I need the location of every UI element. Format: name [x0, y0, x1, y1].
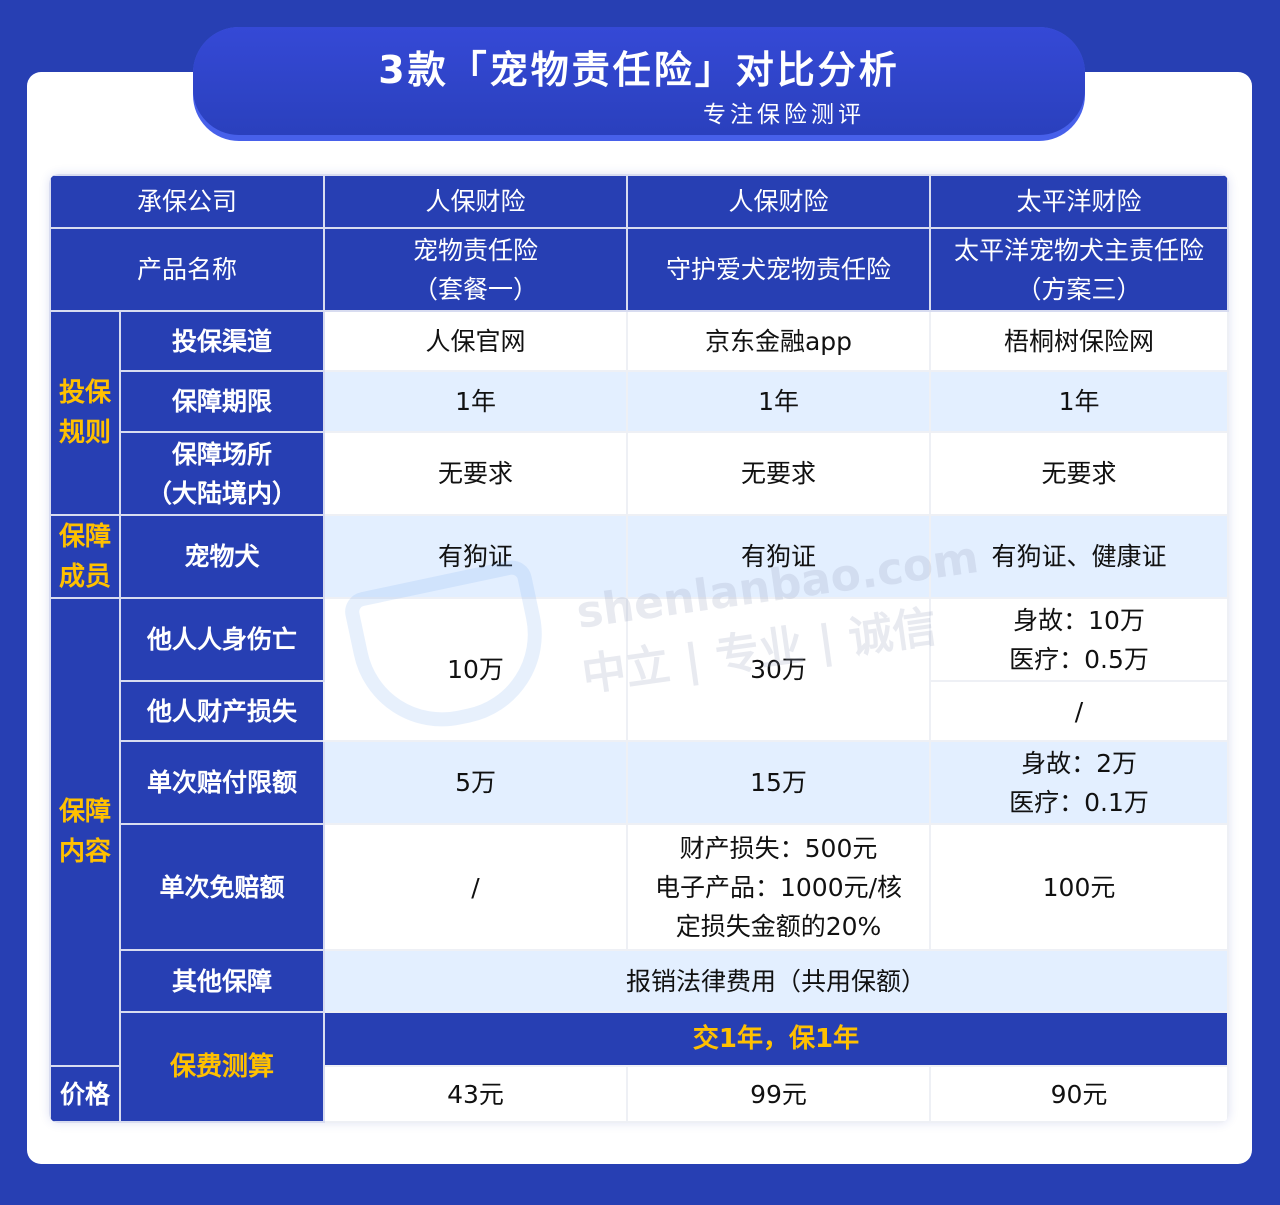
cell: /: [323, 823, 629, 951]
group-rules: 投保规则: [49, 310, 121, 516]
row-label: 单次免赔额: [118, 823, 326, 951]
cell: 30万: [626, 597, 932, 742]
company-label: 承保公司: [49, 174, 326, 229]
table-row: 保障成员 宠物犬 有狗证 有狗证 有狗证、健康证: [49, 514, 1230, 599]
cell: 90元: [929, 1065, 1230, 1123]
table-row: 保障场所 （大陆境内） 无要求 无要求 无要求: [50, 431, 1230, 516]
cell: 有狗证: [626, 514, 932, 599]
table-row: 他人财产损失 /: [50, 680, 1230, 742]
group-coverage: 保障内容: [49, 597, 121, 1067]
company-2: 人保财险: [626, 174, 932, 229]
comparison-table: 承保公司 人保财险 人保财险 太平洋财险 产品名称 宠物责任险 （套餐一） 守护爱…: [49, 174, 1230, 1123]
row-label: 投保渠道: [118, 310, 326, 372]
cell: 无要求: [929, 431, 1230, 516]
table-row: 保障期限 1年 1年 1年: [50, 370, 1230, 433]
cell: 15万: [626, 740, 932, 825]
cell: 1年: [626, 370, 932, 433]
cell: 京东金融app: [626, 310, 932, 372]
cell: 人保官网: [323, 310, 629, 372]
company-1: 人保财险: [323, 174, 629, 229]
cell: 无要求: [323, 431, 629, 516]
cell: 财产损失：500元 电子产品：1000元/核 定损失金额的20%: [626, 823, 932, 951]
cell: /: [929, 680, 1230, 742]
row-label: 他人财产损失: [118, 680, 326, 742]
cell: 43元: [323, 1065, 629, 1123]
cell: 99元: [626, 1065, 932, 1123]
group-members: 保障成员: [49, 514, 121, 599]
cell: 身故：2万 医疗：0.1万: [929, 740, 1230, 825]
product-1: 宠物责任险 （套餐一）: [323, 227, 629, 312]
row-label: 其他保障: [118, 949, 326, 1013]
cell: 报销法律费用（共用保额）: [323, 949, 1230, 1013]
fee-note: 交1年，保1年: [323, 1011, 1230, 1067]
table-row: 投保规则 投保渠道 人保官网 京东金融app 梧桐树保险网: [49, 310, 1230, 516]
row-label: 保障场所 （大陆境内）: [118, 431, 326, 516]
group-fee: 保费测算: [118, 1011, 326, 1123]
table-row: 承保公司 人保财险 人保财险 太平洋财险: [49, 174, 1230, 229]
cell: 10万: [323, 597, 629, 742]
table-row: 产品名称 宠物责任险 （套餐一） 守护爱犬宠物责任险 太平洋宠物犬主责任险 （方案三…: [49, 227, 1230, 312]
table-row: 单次免赔额 / 财产损失：500元 电子产品：1000元/核 定损失金额的20% 1…: [50, 823, 1230, 951]
company-3: 太平洋财险: [929, 174, 1230, 229]
cell: 无要求: [626, 431, 932, 516]
row-label: 他人人身伤亡: [118, 597, 326, 682]
table-row: 价格 43元 99元 90元: [49, 1065, 1230, 1123]
cell: 有狗证: [323, 514, 629, 599]
table-row: 其他保障 报销法律费用（共用保额）: [50, 949, 1230, 1013]
table-row: 保障内容 他人人身伤亡 10万 30万 身故：10万 医疗：0.5万: [49, 597, 1230, 1067]
table-row: 单次赔付限额 5万 15万 身故：2万 医疗：0.1万: [50, 740, 1230, 825]
row-label: 价格: [49, 1065, 121, 1123]
cell: 1年: [323, 370, 629, 433]
title-banner: 3款「宠物责任险」对比分析 专注保险测评: [193, 27, 1085, 141]
table-row: 保费测算 交1年，保1年: [50, 1011, 1230, 1123]
cell: 身故：10万 医疗：0.5万: [929, 597, 1230, 682]
product-2: 守护爱犬宠物责任险: [626, 227, 932, 312]
row-label: 单次赔付限额: [118, 740, 326, 825]
page-title: 3款「宠物责任险」对比分析: [378, 48, 900, 92]
page-subtitle: 专注保险测评: [703, 102, 865, 128]
cell: 梧桐树保险网: [929, 310, 1230, 372]
cell: 100元: [929, 823, 1230, 951]
cell: 有狗证、健康证: [929, 514, 1230, 599]
cell: 1年: [929, 370, 1230, 433]
cell: 5万: [323, 740, 629, 825]
row-label: 宠物犬: [118, 514, 326, 599]
product-label: 产品名称: [49, 227, 326, 312]
row-label: 保障期限: [118, 370, 326, 433]
product-3: 太平洋宠物犬主责任险 （方案三）: [929, 227, 1230, 312]
